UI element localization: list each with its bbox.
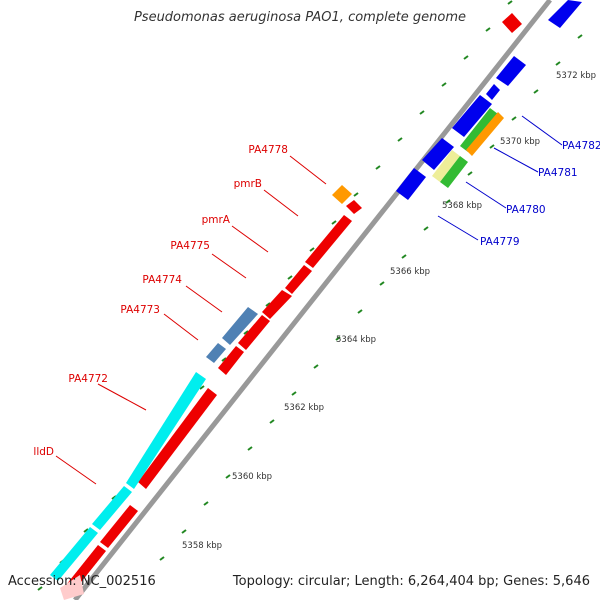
reverse-strand-features [62,13,522,596]
scale-label-5370: 5370 kbp [500,137,540,147]
feature-pmrB-red[interactable] [285,265,312,294]
feature-cyan-3[interactable] [126,372,206,489]
right-gene-labels: PA4779 PA4780 PA4781 PA4782 [480,140,600,248]
gene-label-PA4780[interactable]: PA4780 [506,204,546,216]
feature-PA4772-red[interactable] [100,505,138,548]
left-gene-labels: lldD PA4772 PA4773 PA4774 PA4775 pmrA pm… [33,144,288,458]
outer-left-features [50,185,352,581]
gene-label-PA4775[interactable]: PA4775 [170,240,210,252]
scale-labels: 5358 kbp 5360 kbp 5362 kbp 5364 kbp 5366… [182,71,596,551]
feature-top-red[interactable] [502,13,522,33]
feature-pink-partial[interactable] [60,575,84,600]
gene-label-PA4773[interactable]: PA4773 [120,304,160,316]
tick-row-inner [37,0,513,591]
gene-label-PA4774[interactable]: PA4774 [142,274,182,286]
scale-label-5360: 5360 kbp [232,472,272,482]
feature-green-2[interactable] [460,108,498,152]
feature-PA4781-blue[interactable] [452,95,492,137]
feature-pale-1[interactable] [432,150,460,182]
feature-PA4775-red[interactable] [238,315,270,350]
tick-row-outer [159,34,583,561]
feature-PA4778-red[interactable] [305,215,352,268]
feature-steel-1[interactable] [206,343,226,363]
feature-orange-2[interactable] [466,112,504,156]
feature-pmrA-red[interactable] [262,290,292,319]
feature-PA4773-red[interactable] [138,388,217,489]
feature-cyan-2[interactable] [92,486,132,530]
gene-label-PA4778[interactable]: PA4778 [248,144,288,156]
mixed-inner-features [432,108,504,188]
scale-label-5366: 5366 kbp [390,267,430,277]
feature-blue-top[interactable] [496,56,526,86]
scale-label-5368: 5368 kbp [442,201,482,211]
gene-label-PA4779[interactable]: PA4779 [480,236,520,248]
scale-label-5364: 5364 kbp [336,335,376,345]
forward-strand-features [396,0,582,200]
gene-label-lldD[interactable]: lldD [33,446,54,458]
feature-cyan-1[interactable] [50,527,98,581]
feature-blue-corner[interactable] [548,0,582,28]
feature-PA4774-red[interactable] [218,346,244,375]
feature-green-1[interactable] [440,156,468,188]
genome-backbone [73,0,552,600]
gene-label-PA4782[interactable]: PA4782 [562,140,600,152]
feature-orange-1[interactable] [332,185,352,204]
left-callout-lines [55,155,327,485]
scale-label-5372: 5372 kbp [556,71,596,81]
accession-text: Accession: NC_002516 [8,574,156,589]
gene-label-PA4781[interactable]: PA4781 [538,167,578,179]
gene-label-pmrB[interactable]: pmrB [234,178,262,190]
gene-label-PA4772[interactable]: PA4772 [68,373,108,385]
feature-PA4782-blue[interactable] [486,84,500,100]
feature-small-red[interactable] [346,200,362,214]
right-callout-lines [437,115,563,241]
scale-label-5358: 5358 kbp [182,541,222,551]
scale-label-5362: 5362 kbp [284,403,324,413]
gene-label-pmrA[interactable]: pmrA [202,214,231,226]
feature-steel-2[interactable] [222,307,258,345]
feature-PA4780-blue[interactable] [422,138,454,170]
feature-PA4779-blue[interactable] [396,168,426,200]
genome-summary-text: Topology: circular; Length: 6,264,404 bp… [232,574,590,589]
map-title: Pseudomonas aeruginosa PAO1, complete ge… [133,10,467,25]
